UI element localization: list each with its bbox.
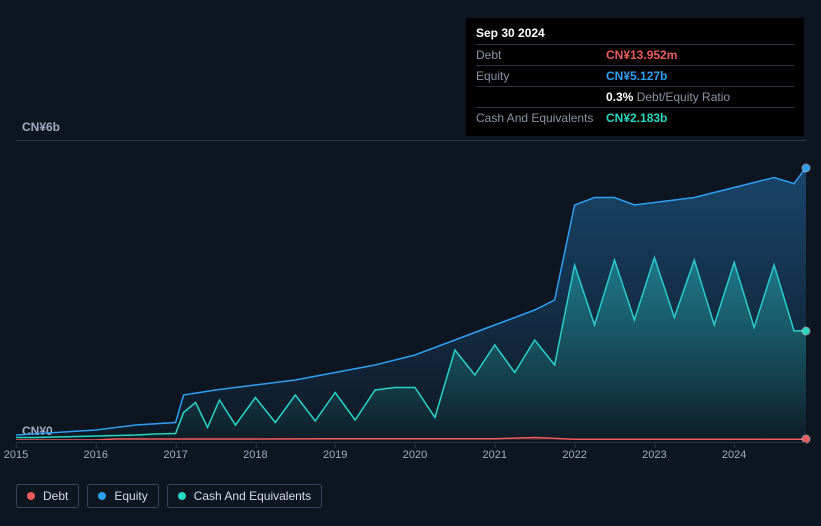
tooltip-row: EquityCN¥5.127b: [476, 65, 794, 86]
tooltip-row-label: [476, 90, 606, 104]
series-area: [16, 168, 806, 441]
tooltip-row-value: CN¥13.952m: [606, 48, 677, 62]
x-axis-tick: 2019: [323, 449, 347, 461]
legend: Debt Equity Cash And Equivalents: [16, 484, 322, 508]
y-axis-max-label: CN¥6b: [22, 120, 60, 134]
legend-label: Equity: [114, 489, 147, 503]
legend-dot-icon: [27, 492, 35, 500]
plot-area: [16, 140, 806, 440]
x-axis-tick: 2020: [403, 449, 427, 461]
x-axis-tick: 2018: [243, 449, 267, 461]
summary-tooltip: Sep 30 2024 DebtCN¥13.952mEquityCN¥5.127…: [466, 18, 804, 136]
debt-equity-chart: CN¥6b CN¥0 20152016201720182019202020212…: [16, 120, 806, 470]
x-axis: 2015201620172018201920202021202220232024: [16, 442, 806, 466]
x-axis-tick: 2023: [642, 449, 666, 461]
tooltip-row-label: Equity: [476, 69, 606, 83]
tooltip-row-label: Debt: [476, 48, 606, 62]
x-axis-tick: 2021: [483, 449, 507, 461]
legend-dot-icon: [178, 492, 186, 500]
x-axis-tick: 2024: [722, 449, 746, 461]
x-axis-tick: 2016: [84, 449, 108, 461]
tooltip-row: 0.3% Debt/Equity Ratio: [476, 86, 794, 107]
tooltip-row-value: 0.3% Debt/Equity Ratio: [606, 90, 730, 104]
legend-item[interactable]: Equity: [87, 484, 158, 508]
tooltip-row-value: CN¥5.127b: [606, 69, 667, 83]
legend-label: Debt: [43, 489, 68, 503]
series-end-marker: [803, 327, 810, 334]
x-axis-tick: 2017: [163, 449, 187, 461]
legend-dot-icon: [98, 492, 106, 500]
tooltip-row: DebtCN¥13.952m: [476, 44, 794, 65]
legend-item[interactable]: Cash And Equivalents: [167, 484, 322, 508]
series-end-marker: [803, 164, 810, 171]
x-axis-tick: 2015: [4, 449, 28, 461]
tooltip-date: Sep 30 2024: [476, 26, 794, 44]
x-axis-tick: 2022: [562, 449, 586, 461]
legend-label: Cash And Equivalents: [194, 489, 311, 503]
plot-svg: [16, 140, 806, 440]
legend-item[interactable]: Debt: [16, 484, 79, 508]
